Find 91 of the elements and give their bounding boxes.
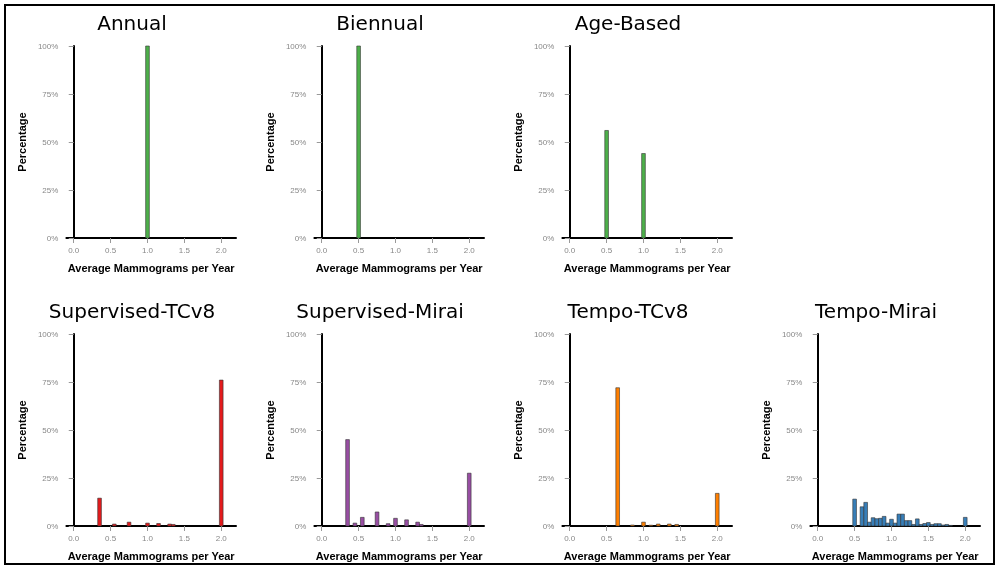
y-tick-label: 100% bbox=[533, 41, 555, 51]
y-tick-label: 25% bbox=[538, 185, 555, 195]
y-tick-label: 100% bbox=[533, 329, 555, 339]
x-tick-label: 0.5 bbox=[105, 533, 117, 543]
y-tick-label: 75% bbox=[42, 377, 59, 387]
x-axis-title: Average Mammograms per Year bbox=[811, 549, 980, 562]
y-axis-title: Percentage bbox=[263, 112, 276, 172]
y-tick-label: 75% bbox=[290, 89, 307, 99]
y-tick-label: 50% bbox=[290, 137, 307, 147]
y-tick-label: 0% bbox=[46, 521, 59, 531]
x-tick-label: 1.0 bbox=[389, 533, 402, 543]
x-axis-title: Average Mammograms per Year bbox=[315, 261, 484, 274]
y-tick-label: 100% bbox=[285, 41, 307, 51]
x-axis-title: Average Mammograms per Year bbox=[67, 261, 236, 274]
x-tick-label: 1.0 bbox=[637, 533, 650, 543]
x-tick-label: 1.0 bbox=[885, 533, 898, 543]
x-tick-label: 1.5 bbox=[922, 533, 935, 543]
x-axis-title: Average Mammograms per Year bbox=[67, 549, 236, 562]
x-tick-label: 1.0 bbox=[141, 533, 154, 543]
x-tick-label: 1.0 bbox=[141, 245, 154, 255]
y-tick-label: 100% bbox=[285, 329, 307, 339]
x-tick-label: 0.5 bbox=[353, 245, 365, 255]
y-tick-label: 25% bbox=[290, 185, 307, 195]
y-tick-label: 0% bbox=[542, 521, 555, 531]
y-tick-label: 100% bbox=[37, 41, 59, 51]
y-tick-label: 25% bbox=[42, 185, 59, 195]
x-axis-title: Average Mammograms per Year bbox=[563, 549, 732, 562]
x-tick-label: 1.0 bbox=[637, 245, 650, 255]
x-tick-label: 0.5 bbox=[849, 533, 861, 543]
y-tick-label: 50% bbox=[786, 425, 803, 435]
y-tick-label: 75% bbox=[786, 377, 803, 387]
chart-title: Supervised-Mirai bbox=[296, 299, 464, 323]
y-tick-label: 25% bbox=[290, 473, 307, 483]
chart-title: Annual bbox=[97, 11, 167, 35]
y-tick-label: 0% bbox=[294, 233, 307, 243]
y-tick-label: 50% bbox=[538, 425, 555, 435]
x-tick-label: 0.0 bbox=[68, 533, 80, 543]
y-axis-title: Percentage bbox=[15, 112, 28, 172]
y-tick-label: 25% bbox=[538, 473, 555, 483]
x-tick-label: 2.0 bbox=[463, 533, 476, 543]
x-tick-label: 1.5 bbox=[426, 245, 439, 255]
x-tick-label: 2.0 bbox=[215, 245, 228, 255]
chart-title: Biennual bbox=[336, 11, 424, 35]
x-tick-label: 0.0 bbox=[316, 533, 328, 543]
chart-title: Supervised-TCv8 bbox=[48, 299, 216, 323]
x-tick-label: 0.0 bbox=[812, 533, 824, 543]
x-tick-label: 2.0 bbox=[463, 245, 476, 255]
x-tick-label: 2.0 bbox=[959, 533, 972, 543]
x-tick-label: 0.0 bbox=[316, 245, 328, 255]
x-tick-label: 2.0 bbox=[711, 533, 724, 543]
y-tick-label: 50% bbox=[42, 137, 59, 147]
x-tick-label: 1.5 bbox=[178, 245, 191, 255]
x-tick-label: 1.5 bbox=[178, 533, 191, 543]
y-tick-label: 75% bbox=[538, 377, 555, 387]
y-axis-title: Percentage bbox=[511, 400, 524, 460]
x-tick-label: 0.5 bbox=[601, 533, 613, 543]
y-tick-label: 0% bbox=[46, 233, 59, 243]
y-tick-label: 25% bbox=[786, 473, 803, 483]
y-tick-label: 75% bbox=[290, 377, 307, 387]
chart-title: Age-Based bbox=[574, 11, 682, 35]
x-tick-label: 0.0 bbox=[68, 245, 80, 255]
x-tick-label: 1.5 bbox=[674, 245, 687, 255]
y-tick-label: 50% bbox=[42, 425, 59, 435]
x-axis-title: Average Mammograms per Year bbox=[563, 261, 732, 274]
x-tick-label: 1.5 bbox=[426, 533, 439, 543]
x-tick-label: 1.0 bbox=[389, 245, 402, 255]
y-tick-label: 50% bbox=[538, 137, 555, 147]
x-tick-label: 1.5 bbox=[674, 533, 687, 543]
y-tick-label: 100% bbox=[37, 329, 59, 339]
y-tick-label: 25% bbox=[42, 473, 59, 483]
y-axis-title: Percentage bbox=[263, 400, 276, 460]
x-tick-label: 2.0 bbox=[215, 533, 228, 543]
x-tick-label: 0.0 bbox=[564, 533, 576, 543]
y-tick-label: 75% bbox=[538, 89, 555, 99]
y-tick-label: 75% bbox=[42, 89, 59, 99]
y-axis-title: Percentage bbox=[511, 112, 524, 172]
x-tick-label: 0.0 bbox=[564, 245, 576, 255]
y-tick-label: 50% bbox=[290, 425, 307, 435]
x-axis-title: Average Mammograms per Year bbox=[315, 549, 484, 562]
y-tick-label: 0% bbox=[294, 521, 307, 531]
y-tick-label: 0% bbox=[542, 233, 555, 243]
y-tick-label: 100% bbox=[781, 329, 803, 339]
y-axis-title: Percentage bbox=[15, 400, 28, 460]
x-tick-label: 0.5 bbox=[601, 245, 613, 255]
x-tick-label: 2.0 bbox=[711, 245, 724, 255]
chart-title: Tempo-Mirai bbox=[814, 299, 937, 323]
chart-title: Tempo-TCv8 bbox=[566, 299, 689, 323]
y-tick-label: 0% bbox=[790, 521, 803, 531]
y-axis-title: Percentage bbox=[759, 400, 772, 460]
x-tick-label: 0.5 bbox=[353, 533, 365, 543]
x-tick-label: 0.5 bbox=[105, 245, 117, 255]
